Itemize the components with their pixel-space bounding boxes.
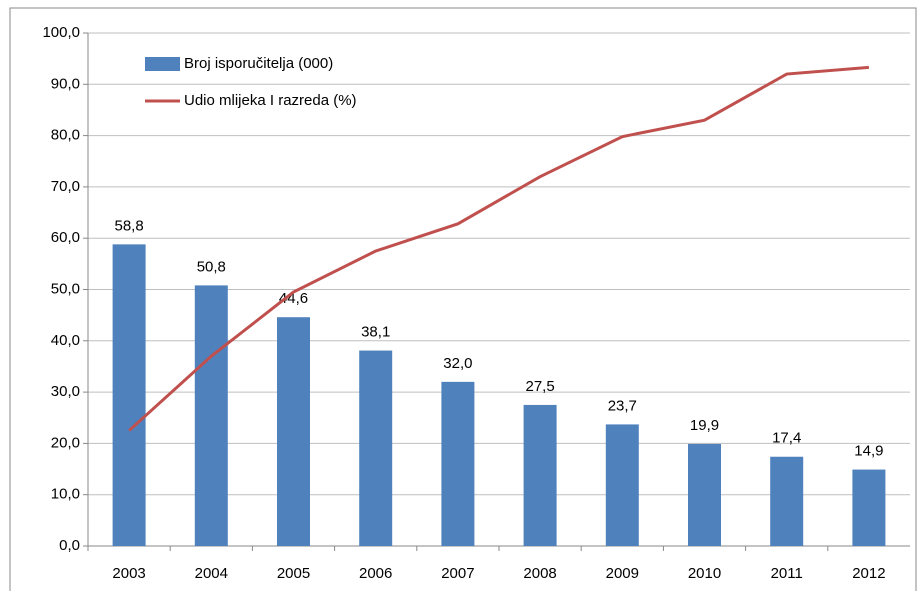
data-label: 17,4 xyxy=(772,430,801,447)
data-label: 38,1 xyxy=(361,324,390,341)
y-tick-label: 60,0 xyxy=(51,229,80,246)
bar xyxy=(688,443,721,546)
x-tick-label: 2011 xyxy=(771,565,803,582)
bar xyxy=(441,381,475,546)
bar xyxy=(605,424,639,546)
x-tick-label: 2010 xyxy=(688,565,721,582)
y-tick-label: 80,0 xyxy=(51,127,80,144)
x-tick-label: 2003 xyxy=(112,565,145,582)
data-label: 44,6 xyxy=(279,290,308,307)
data-label: 23,7 xyxy=(608,397,637,414)
y-tick-label: 10,0 xyxy=(51,486,80,503)
y-tick-label: 0,0 xyxy=(59,537,80,554)
line xyxy=(128,65,870,432)
bar xyxy=(194,285,228,546)
data-label: 14,9 xyxy=(854,443,883,460)
y-tick-label: 50,0 xyxy=(51,280,80,297)
x-tick-label: 2004 xyxy=(195,565,228,582)
data-label: 32,0 xyxy=(443,355,472,372)
y-tick-label: 100,0 xyxy=(42,24,80,41)
bar xyxy=(523,404,557,546)
data-label: 27,5 xyxy=(525,378,554,395)
bar xyxy=(770,456,804,546)
legend-label: Udio mlijeka I razreda (%) xyxy=(184,92,357,109)
data-label: 19,9 xyxy=(690,417,719,434)
data-label: 58,8 xyxy=(114,217,143,234)
bar xyxy=(852,469,886,546)
data-label: 50,8 xyxy=(197,258,226,275)
x-tick-label: 2008 xyxy=(523,565,556,582)
x-tick-label: 2009 xyxy=(606,565,639,582)
y-tick-label: 40,0 xyxy=(51,332,80,349)
bar xyxy=(359,350,393,546)
bar xyxy=(112,244,146,546)
y-tick-label: 70,0 xyxy=(51,178,80,195)
x-tick-label: 2007 xyxy=(441,565,474,582)
bar xyxy=(277,317,310,546)
legend-label: Broj isporučitelja (000) xyxy=(184,55,333,72)
y-tick-label: 20,0 xyxy=(51,434,80,451)
x-tick-label: 2005 xyxy=(277,565,310,582)
legend-swatch xyxy=(145,57,180,71)
x-tick-label: 2006 xyxy=(359,565,392,582)
y-tick-label: 30,0 xyxy=(51,383,80,400)
x-tick-label: 2012 xyxy=(852,565,885,582)
y-tick-label: 90,0 xyxy=(51,75,80,92)
chart-frame xyxy=(9,7,917,591)
